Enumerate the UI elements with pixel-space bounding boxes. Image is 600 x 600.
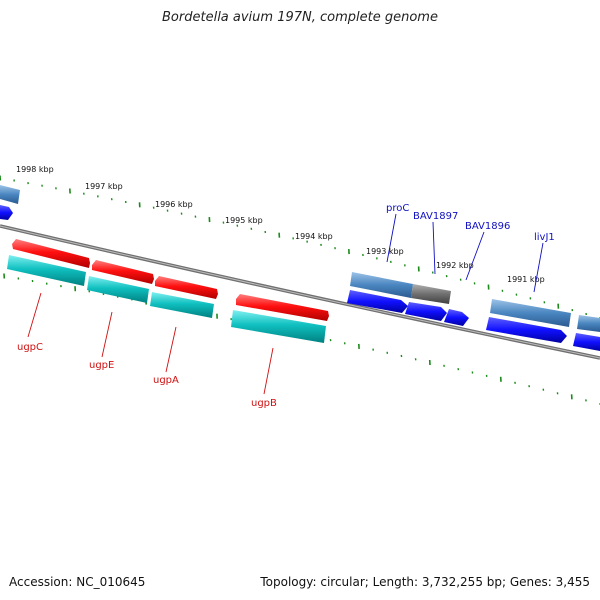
gene-BAV1897-pseudo[interactable] <box>411 284 451 304</box>
cds-livJ1[interactable] <box>486 317 567 343</box>
ruler-label: 1998 kbp <box>16 165 54 174</box>
cds-ugpC[interactable] <box>7 255 86 286</box>
gene-label-BAV1896[interactable]: BAV1896 <box>465 221 510 232</box>
gene-right-edge[interactable] <box>577 315 600 332</box>
ruler-label: 1993 kbp <box>366 247 404 256</box>
gene-ugpB[interactable] <box>236 294 329 321</box>
map-title: Bordetella avium 197N, complete genome <box>162 10 438 25</box>
gene-left-edge[interactable] <box>0 185 20 204</box>
cds-left-edge[interactable] <box>0 205 13 220</box>
gene-ugpA[interactable] <box>155 276 218 299</box>
forward-cds <box>7 255 326 343</box>
summary-text: Topology: circular; Length: 3,732,255 bp… <box>260 575 590 589</box>
gene-label-ugpB[interactable]: ugpB <box>251 398 277 409</box>
gene-ugpE[interactable] <box>92 260 154 284</box>
gene-ugpC[interactable] <box>12 239 90 268</box>
reverse-genes <box>0 185 600 332</box>
ruler-label: 1995 kbp <box>225 216 263 225</box>
gene-label-ugpC[interactable]: ugpC <box>17 342 43 353</box>
gene-livJ1[interactable] <box>490 299 571 327</box>
accession-text: Accession: NC_010645 <box>9 575 146 589</box>
gene-proC[interactable] <box>350 272 413 298</box>
cds-BAV1896[interactable] <box>444 309 469 326</box>
ruler-label: 1992 kbp <box>436 261 474 270</box>
gene-label-ugpA[interactable]: ugpA <box>153 375 179 386</box>
ruler-label: 1991 kbp <box>507 275 545 284</box>
reverse-cds <box>0 205 600 351</box>
gene-labels-reverse: proC BAV1897 BAV1896 livJ1 <box>386 203 555 243</box>
label-leaders <box>27 213 544 395</box>
cds-ugpA[interactable] <box>150 292 214 318</box>
ruler-labels: 1998 kbp 1997 kbp 1996 kbp 1995 kbp 1994… <box>16 165 545 284</box>
ruler-upper <box>0 175 600 320</box>
ruler-label: 1994 kbp <box>295 232 333 241</box>
cds-ugpB[interactable] <box>231 310 326 343</box>
ruler-label: 1996 kbp <box>155 200 193 209</box>
forward-genes <box>12 239 329 321</box>
gene-label-BAV1897[interactable]: BAV1897 <box>413 211 458 222</box>
gene-labels-forward: ugpC ugpE ugpA ugpB <box>17 342 277 409</box>
gene-label-ugpE[interactable]: ugpE <box>89 360 114 371</box>
cds-proC[interactable] <box>347 290 408 313</box>
ruler-label: 1997 kbp <box>85 182 123 191</box>
gene-label-livJ1[interactable]: livJ1 <box>534 232 555 243</box>
gene-label-proC[interactable]: proC <box>386 203 409 214</box>
cds-BAV1897[interactable] <box>405 302 447 321</box>
cds-ugpE[interactable] <box>87 276 149 303</box>
cds-right-edge[interactable] <box>573 333 600 351</box>
